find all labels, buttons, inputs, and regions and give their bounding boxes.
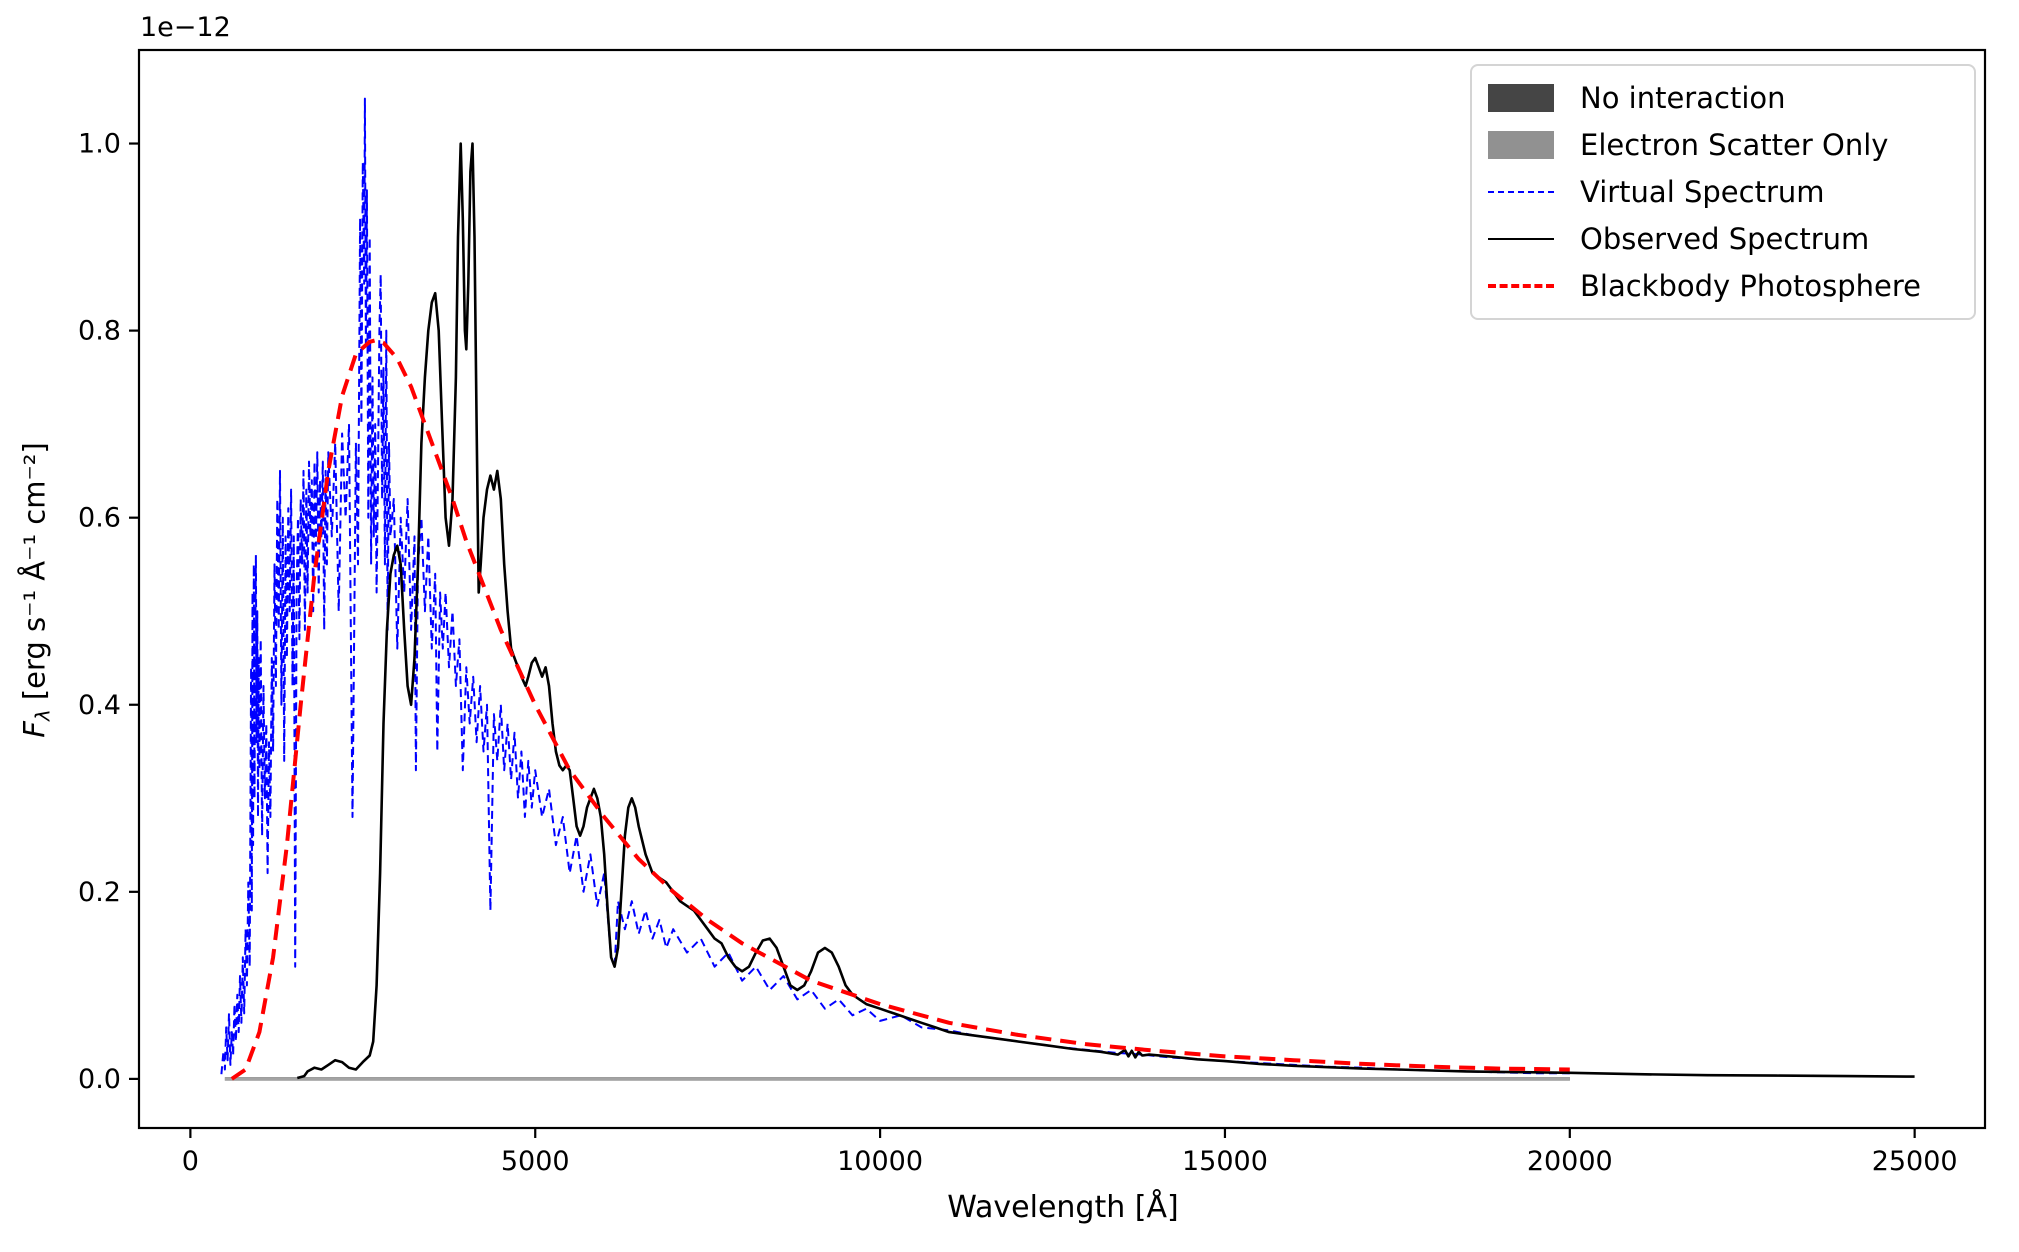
legend: No interaction Electron Scatter Only Vir… xyxy=(1470,64,1976,320)
x-tick-label: 15000 xyxy=(1182,1146,1268,1177)
y-tick-label: 0.6 xyxy=(78,503,121,534)
legend-item: Virtual Spectrum xyxy=(1472,175,1974,209)
series-virtual-spectrum xyxy=(220,97,1570,1075)
y-axis-offset-label: 1e−12 xyxy=(140,12,231,43)
y-tick-label: 0.8 xyxy=(78,316,121,347)
legend-item-label: Observed Spectrum xyxy=(1580,222,1870,257)
x-axis-label: Wavelength [Å] xyxy=(947,1190,1179,1225)
x-tick-label: 0 xyxy=(182,1146,199,1177)
legend-swatch-line xyxy=(1488,238,1554,241)
y-tick-label: 0.2 xyxy=(78,877,121,908)
legend-item: No interaction xyxy=(1472,81,1974,115)
legend-item: Electron Scatter Only xyxy=(1472,128,1974,162)
legend-item-label: No interaction xyxy=(1580,80,1786,115)
legend-item: Blackbody Photosphere xyxy=(1472,269,1974,303)
legend-swatch-line xyxy=(1488,284,1554,289)
x-tick-label: 25000 xyxy=(1872,1146,1958,1177)
legend-item: Observed Spectrum xyxy=(1472,222,1974,256)
x-tick-label: 10000 xyxy=(837,1146,923,1177)
legend-swatch-patch xyxy=(1488,83,1554,112)
legend-swatch-line xyxy=(1488,190,1554,193)
y-axis-label-symbol: F xyxy=(17,721,52,738)
legend-item-label: Blackbody Photosphere xyxy=(1580,269,1921,304)
y-tick-label: 1.0 xyxy=(78,129,121,160)
y-axis-label: Fλ [erg s⁻¹ Å⁻¹ cm⁻²] xyxy=(18,442,55,737)
x-tick-label: 20000 xyxy=(1527,1146,1613,1177)
y-axis-label-units: [erg s⁻¹ Å⁻¹ cm⁻²] xyxy=(17,442,52,710)
legend-item-label: Virtual Spectrum xyxy=(1580,174,1825,209)
axes-frame xyxy=(137,48,1987,1130)
legend-item-label: Electron Scatter Only xyxy=(1580,127,1889,162)
y-axis-label-subscript: λ xyxy=(31,709,55,722)
legend-swatch-patch xyxy=(1488,130,1554,159)
x-tick-label: 5000 xyxy=(501,1146,570,1177)
y-tick-label: 0.4 xyxy=(78,690,121,721)
series-blackbody-photosphere xyxy=(230,338,1570,1081)
y-tick-label: 0.0 xyxy=(78,1064,121,1095)
